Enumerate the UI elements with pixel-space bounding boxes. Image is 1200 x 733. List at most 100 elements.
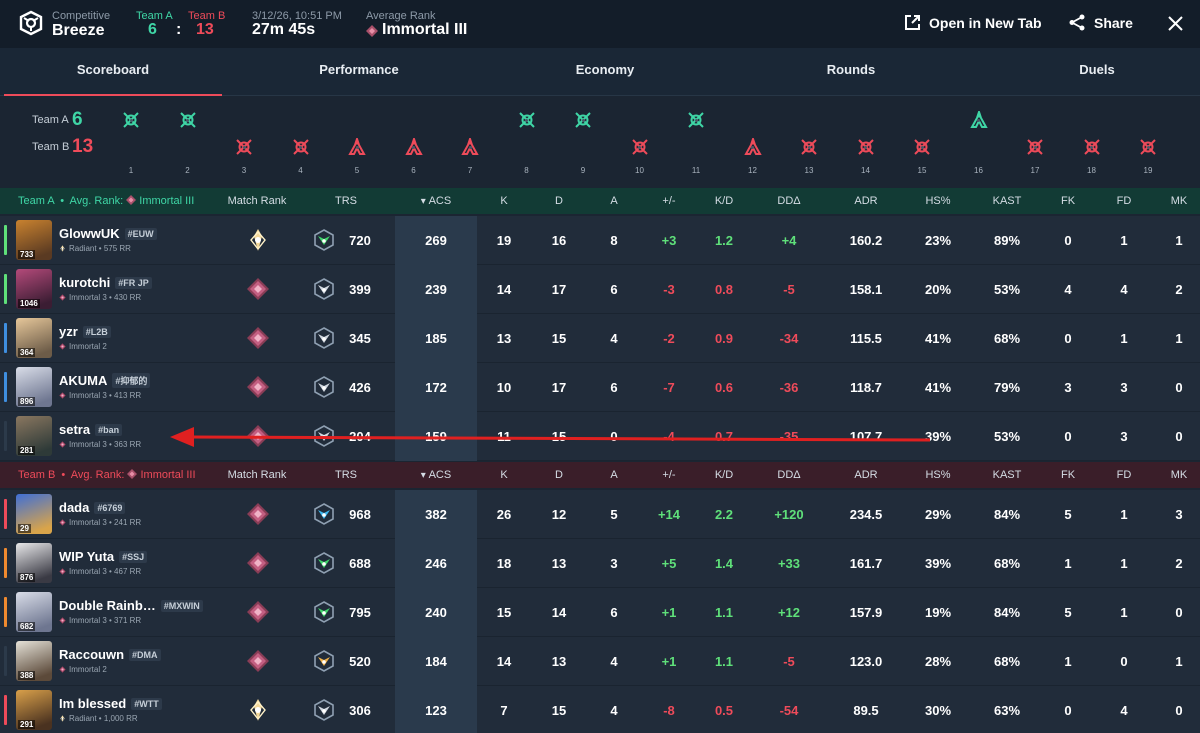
column-header-dda[interactable]: DDΔ	[777, 469, 801, 481]
column-header-adr[interactable]: ADR	[854, 469, 878, 481]
share-button[interactable]: Share	[1069, 14, 1133, 31]
player-name[interactable]: WIP Yuta #SSJ	[59, 549, 148, 564]
player-rank-text: Radiant	[69, 244, 97, 253]
player-row[interactable]: 896 AKUMA #抑郁的 Immortal 3 • 413 RR 426 172 10 1…	[0, 363, 1200, 412]
column-header-acs[interactable]: ▾ ACS	[396, 188, 476, 214]
column-header-mk[interactable]: MK	[1170, 469, 1188, 481]
column-header-trs[interactable]: TRS	[335, 195, 357, 207]
player-row[interactable]: 29 dada #6769 Immortal 3 • 241 RR 968 382 26 12…	[0, 490, 1200, 539]
stat-dda: -5	[783, 654, 795, 669]
player-row[interactable]: 388 Raccouwn #DMA Immortal 2 520 184 14 13 4 +1 1.…	[0, 637, 1200, 686]
player-row[interactable]: 682 Double Rainb… #MXWIN Immortal 3 • 371 R…	[0, 588, 1200, 637]
column-header-adr[interactable]: ADR	[854, 195, 878, 207]
column-header-pm[interactable]: +/-	[662, 469, 676, 481]
trs-tier-icon	[313, 327, 335, 349]
open-in-new-tab-button[interactable]: Open in New Tab	[904, 14, 1042, 31]
player-rr: 241 RR	[114, 518, 142, 527]
column-header-d[interactable]: D	[555, 469, 563, 481]
player-color-marker	[4, 548, 7, 578]
rank-separator: •	[106, 616, 115, 625]
column-header-a[interactable]: A	[610, 469, 618, 481]
player-name[interactable]: dada #6769	[59, 500, 126, 515]
tab-economy[interactable]: Economy	[575, 62, 635, 77]
player-name-text: Double Rainb…	[59, 598, 156, 613]
stat-acs: 172	[425, 380, 447, 395]
round-number: 7	[467, 166, 473, 175]
column-header-kast[interactable]: KAST	[992, 469, 1022, 481]
acs-sorted-column-bg	[395, 314, 477, 363]
immortal-rank-icon	[59, 617, 66, 624]
player-name[interactable]: yzr #L2B	[59, 324, 111, 339]
column-header-match-rank[interactable]: Match Rank	[227, 195, 287, 207]
column-header-d[interactable]: D	[555, 195, 563, 207]
round-number: 8	[524, 166, 529, 175]
stat-pm: -3	[663, 282, 675, 297]
timeline-team-b-label: Team B	[32, 141, 70, 153]
rank-separator: •	[106, 567, 115, 576]
player-row[interactable]: 733 GlowwUK #EUW Radiant • 575 RR 720 269 19 16…	[0, 216, 1200, 265]
rank-separator: •	[106, 440, 115, 449]
stat-trs: 345	[349, 331, 371, 346]
player-name[interactable]: GlowwUK #EUW	[59, 226, 157, 241]
tab-rounds[interactable]: Rounds	[826, 62, 876, 77]
stat-d: 17	[551, 380, 567, 395]
column-header-fd[interactable]: FD	[1116, 195, 1132, 207]
player-row[interactable]: 291 Im blessed #WTT Radiant • 1,000 RR 306 12…	[0, 686, 1200, 733]
stat-dda: +4	[781, 233, 797, 248]
tab-duels[interactable]: Duels	[1079, 62, 1115, 77]
player-rank: Immortal 3 • 363 RR	[59, 440, 141, 449]
elimination-icon[interactable]	[913, 138, 931, 156]
round-number: 5	[354, 166, 360, 175]
stat-dda: +120	[774, 507, 804, 522]
tab-scoreboard[interactable]: Scoreboard	[4, 48, 222, 96]
immortal-rank-icon	[59, 666, 66, 673]
player-name[interactable]: AKUMA #抑郁的	[59, 373, 151, 388]
column-header-fk[interactable]: FK	[1060, 195, 1076, 207]
player-rank-text: Immortal 3	[69, 518, 107, 527]
player-name[interactable]: Im blessed #WTT	[59, 696, 162, 711]
column-header-hs[interactable]: HS%	[925, 195, 951, 207]
stat-adr: 158.1	[849, 282, 883, 297]
round-empty-marker	[1033, 146, 1037, 149]
player-tag: #EUW	[124, 228, 157, 240]
player-row[interactable]: 1046 kurotchi #FR JP Immortal 3 • 430 RR 399…	[0, 265, 1200, 314]
tab-performance[interactable]: Performance	[319, 62, 399, 77]
stat-k: 13	[496, 331, 512, 346]
stat-trs: 520	[349, 654, 371, 669]
column-header-acs[interactable]: ▾ ACS	[396, 462, 476, 488]
stat-hs: 23%	[924, 233, 952, 248]
column-header-kd[interactable]: K/D	[714, 195, 734, 207]
app-logo-icon	[19, 10, 43, 36]
player-rr: 371 RR	[114, 616, 142, 625]
account-level: 896	[18, 397, 36, 406]
player-name-text: Raccouwn	[59, 647, 125, 662]
player-rank-text: Immortal 3	[69, 567, 107, 576]
column-header-mk[interactable]: MK	[1170, 195, 1188, 207]
column-header-fd[interactable]: FD	[1116, 469, 1132, 481]
match-rank-immortal-icon	[246, 551, 270, 575]
stat-hs: 20%	[924, 282, 952, 297]
player-row[interactable]: 364 yzr #L2B Immortal 2 345 185 13 15 4 -2 0.9 -34 1…	[0, 314, 1200, 363]
player-name[interactable]: kurotchi #FR JP	[59, 275, 152, 290]
column-header-k[interactable]: K	[500, 469, 508, 481]
player-row[interactable]: 876 WIP Yuta #SSJ Immortal 3 • 467 RR 688 246…	[0, 539, 1200, 588]
player-row[interactable]: 281 setra #ban Immortal 3 • 363 RR 204 159 11 1…	[0, 412, 1200, 461]
column-header-fk[interactable]: FK	[1060, 469, 1076, 481]
player-name[interactable]: Double Rainb… #MXWIN	[59, 598, 203, 613]
player-rank-text: Radiant	[69, 714, 97, 723]
account-level: 733	[18, 250, 36, 259]
share-label: Share	[1094, 14, 1133, 31]
player-name[interactable]: setra #ban	[59, 422, 123, 437]
column-header-k[interactable]: K	[500, 195, 508, 207]
close-icon[interactable]	[1168, 16, 1183, 31]
column-header-dda[interactable]: DDΔ	[777, 195, 801, 207]
column-header-pm[interactable]: +/-	[662, 195, 676, 207]
column-header-kast[interactable]: KAST	[992, 195, 1022, 207]
column-header-match-rank[interactable]: Match Rank	[227, 469, 287, 481]
player-name[interactable]: Raccouwn #DMA	[59, 647, 161, 662]
stat-fk: 5	[1064, 605, 1072, 620]
column-header-trs[interactable]: TRS	[335, 469, 357, 481]
column-header-a[interactable]: A	[610, 195, 618, 207]
column-header-kd[interactable]: K/D	[714, 469, 734, 481]
column-header-hs[interactable]: HS%	[925, 469, 951, 481]
